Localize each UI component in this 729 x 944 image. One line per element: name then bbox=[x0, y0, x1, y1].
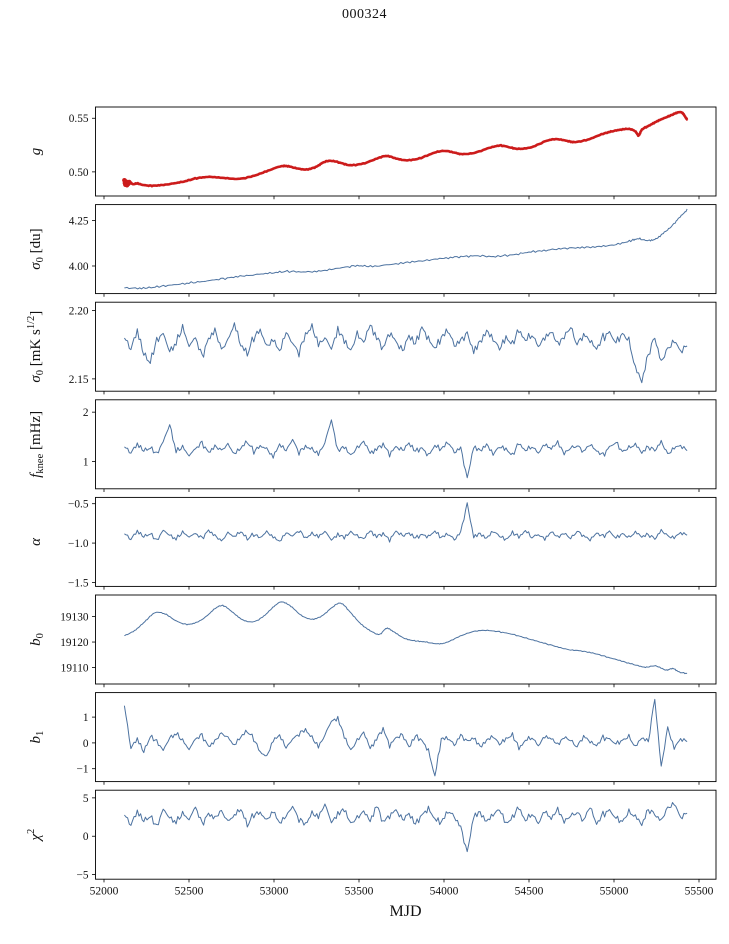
series-b1 bbox=[123, 698, 688, 777]
y-tick-label: −0.5 bbox=[68, 499, 89, 511]
y-tick-label: 0 bbox=[83, 738, 89, 750]
x-axis-title: MJD bbox=[389, 903, 422, 920]
ylabel-segment: g bbox=[28, 147, 44, 155]
ylabel-segment: 2 bbox=[26, 829, 37, 834]
ylabel-segment: 0 bbox=[35, 370, 46, 375]
panel-b1-frame bbox=[95, 692, 717, 783]
panel-fknee-series bbox=[124, 419, 688, 479]
panel-b0: 19110 19120 19130 b0 bbox=[28, 594, 717, 688]
x-tick-label: 52500 bbox=[175, 886, 204, 898]
panel-chi2-ylabel: χ2 bbox=[26, 829, 44, 843]
panel-fknee: 1 2 fknee [mHz] bbox=[28, 399, 717, 492]
y-tick-label: 2 bbox=[83, 407, 89, 419]
ylabel-segment: ] bbox=[28, 311, 44, 316]
panel-b0-ylabel: b0 bbox=[28, 633, 46, 646]
y-tick-label: −5 bbox=[76, 869, 88, 881]
y-tick-label: 5 bbox=[83, 793, 89, 805]
series-sigma0-du bbox=[124, 208, 688, 290]
panel-fknee-ylabel: fknee [mHz] bbox=[28, 411, 46, 478]
panel-b1-series bbox=[123, 698, 688, 777]
panel-sigma0-mk-ylabel: σ0 [mK s1/2] bbox=[26, 311, 46, 383]
y-tick-label: 19130 bbox=[60, 612, 89, 624]
y-tick-label: −1 bbox=[76, 764, 88, 776]
ylabel-segment: 1/2 bbox=[26, 316, 37, 329]
ylabel-segment: 1 bbox=[35, 731, 46, 736]
y-tick-label: 4.25 bbox=[69, 215, 89, 227]
panel-alpha-frame bbox=[95, 496, 717, 587]
panel-chi2-series bbox=[124, 802, 688, 853]
ylabel-segment: [mK s bbox=[28, 329, 44, 370]
panel-sigma0-du-frame bbox=[95, 204, 717, 295]
panel-g-frame bbox=[95, 106, 717, 197]
panel-alpha: −0.5 −1.0 −1.5 α bbox=[28, 496, 717, 590]
panel-g-ylabel: g bbox=[28, 147, 44, 155]
series-b0 bbox=[124, 601, 688, 675]
panel-sigma0-mk-series bbox=[123, 322, 688, 384]
y-tick-label: 1 bbox=[83, 712, 89, 724]
panel-alpha-ylabel: α bbox=[28, 537, 44, 546]
series-alpha bbox=[124, 502, 688, 543]
x-tick-label: 54500 bbox=[515, 886, 544, 898]
y-tick-label: 19120 bbox=[60, 637, 89, 649]
x-tick-label: 55500 bbox=[685, 886, 714, 898]
series-gain-model bbox=[123, 111, 688, 187]
panel-sigma0-du-series bbox=[124, 208, 688, 290]
y-tick-label: 19110 bbox=[61, 662, 89, 674]
y-tick-label: −1.0 bbox=[68, 538, 89, 550]
ylabel-segment: knee bbox=[35, 453, 46, 473]
panel-chi2: −5 0 5 52000 52500 53000 53500 54000 54500 55000 5… bbox=[26, 789, 717, 898]
y-tick-label: 0.50 bbox=[69, 167, 89, 179]
panel-b1-ylabel: b1 bbox=[28, 731, 46, 744]
x-tick-label: 53000 bbox=[260, 886, 289, 898]
y-tick-label: −1.5 bbox=[68, 577, 89, 589]
panel-sigma0-du: 4.00 4.25 σ0 [du] bbox=[28, 204, 717, 297]
ylabel-segment: σ bbox=[28, 375, 44, 383]
series-sigma0-mk bbox=[123, 322, 688, 384]
ylabel-segment: [mHz] bbox=[28, 411, 44, 454]
panel-b0-frame bbox=[95, 594, 717, 685]
ylabel-segment: σ bbox=[28, 262, 44, 270]
ylabel-segment: b bbox=[28, 735, 44, 743]
x-tick-label: 52000 bbox=[90, 886, 119, 898]
ylabel-segment: χ bbox=[28, 834, 44, 843]
panel-fknee-frame bbox=[95, 399, 717, 490]
panel-sigma0-mk-frame bbox=[95, 301, 717, 392]
panel-sigma0-du-ylabel: σ0 [du] bbox=[28, 228, 46, 269]
y-tick-label: 0.55 bbox=[69, 113, 89, 125]
x-tick-label: 55000 bbox=[600, 886, 629, 898]
panel-chi2-frame bbox=[95, 789, 717, 880]
ylabel-segment: 0 bbox=[35, 257, 46, 262]
series-gain-measured bbox=[123, 110, 689, 188]
panel-g: 0.50 0.55 g bbox=[28, 106, 717, 200]
marker-gain-measured bbox=[126, 179, 132, 185]
y-tick-label: 1 bbox=[83, 457, 89, 469]
panel-alpha-series bbox=[124, 502, 688, 543]
panel-g-series bbox=[122, 110, 689, 188]
x-tick-label: 53500 bbox=[345, 886, 374, 898]
figure-title: 000324 bbox=[342, 7, 387, 22]
ylabel-segment: [du] bbox=[28, 228, 44, 257]
ylabel-segment: 0 bbox=[35, 633, 46, 638]
x-tick-label: 54000 bbox=[430, 886, 459, 898]
y-tick-label: 4.00 bbox=[69, 261, 89, 273]
y-tick-label: 2.15 bbox=[69, 374, 89, 386]
series-chi2 bbox=[124, 802, 688, 853]
panel-b0-series bbox=[124, 601, 688, 675]
y-tick-label: 0 bbox=[83, 831, 89, 843]
panel-sigma0-mk: 2.15 2.20 σ0 [mK s1/2] bbox=[26, 301, 717, 395]
y-tick-label: 2.20 bbox=[69, 305, 89, 317]
ylabel-segment: b bbox=[28, 638, 44, 646]
ylabel-segment: f bbox=[28, 472, 44, 478]
series-fknee bbox=[124, 419, 688, 479]
ylabel-segment: α bbox=[28, 537, 44, 546]
